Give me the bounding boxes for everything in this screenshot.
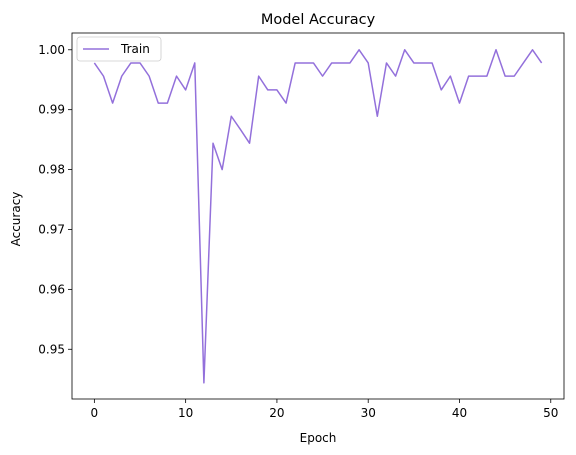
y-tick-label: 0.99 bbox=[38, 103, 65, 117]
y-axis-ticks: 0.95 0.96 0.97 0.98 0.99 1.00 bbox=[38, 43, 72, 356]
legend-box bbox=[76, 36, 162, 62]
legend: Train bbox=[76, 36, 162, 62]
series-line-train bbox=[93, 49, 543, 384]
y-tick-label: 0.97 bbox=[38, 222, 65, 236]
chart-title: Model Accuracy bbox=[261, 12, 376, 28]
y-tick-label: 0.96 bbox=[38, 282, 65, 296]
y-tick-label: 0.95 bbox=[38, 342, 65, 356]
x-tick-label: 50 bbox=[543, 406, 558, 420]
legend-label: Train bbox=[120, 42, 150, 56]
y-tick-label: 1.00 bbox=[38, 43, 65, 57]
x-axis-label: Epoch bbox=[300, 431, 337, 445]
x-tick-label: 40 bbox=[452, 406, 467, 420]
y-tick-label: 0.98 bbox=[38, 163, 65, 177]
x-tick-label: 30 bbox=[361, 406, 376, 420]
x-tick-label: 20 bbox=[269, 406, 284, 420]
plot-frame bbox=[71, 32, 565, 400]
x-tick-label: 10 bbox=[178, 406, 193, 420]
x-tick-label: 0 bbox=[91, 406, 99, 420]
y-axis-label: Accuracy bbox=[9, 192, 23, 247]
series-layer bbox=[93, 49, 543, 384]
x-axis-ticks: 0 10 20 30 40 50 bbox=[91, 399, 558, 420]
